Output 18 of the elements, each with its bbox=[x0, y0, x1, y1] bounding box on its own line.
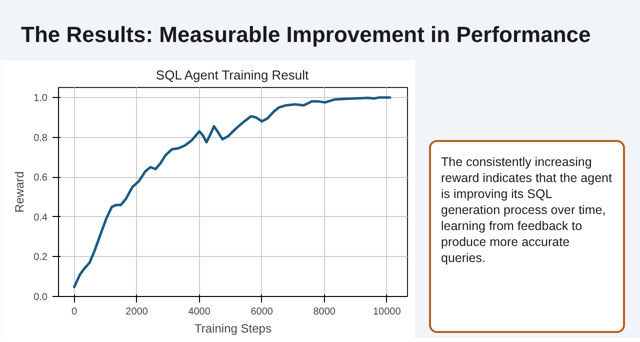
x-tick-label: 4000 bbox=[188, 306, 211, 318]
text: The consistently increasing reward indicates that the agent is improving its SQL generation process over time, learning from feedback to produce more accurate queries. bbox=[441, 154, 613, 266]
x-tick-label: 6000 bbox=[250, 306, 274, 318]
y-tick-label: 0.6 bbox=[34, 172, 48, 184]
x-tick-label: 0 bbox=[72, 306, 78, 318]
x-tick-label: 10000 bbox=[372, 306, 402, 318]
y-tick-label: 1.0 bbox=[34, 92, 48, 104]
y-tick-label: 0.8 bbox=[34, 132, 48, 144]
x-axis-title: Training Steps bbox=[194, 322, 272, 336]
chart-title: SQL Agent Training Result bbox=[156, 68, 310, 82]
x-tick-label: 2000 bbox=[126, 306, 148, 318]
y-tick-label: 0.4 bbox=[34, 212, 48, 224]
y-tick-label: 0.2 bbox=[34, 252, 48, 264]
y-tick-label: 0.0 bbox=[34, 292, 48, 303]
y-axis-title: Reward bbox=[12, 171, 27, 213]
line-series bbox=[73, 96, 392, 288]
text: The Results: Measurable Improvement in Performance bbox=[21, 21, 591, 49]
x-tick-label: 8000 bbox=[313, 306, 336, 318]
